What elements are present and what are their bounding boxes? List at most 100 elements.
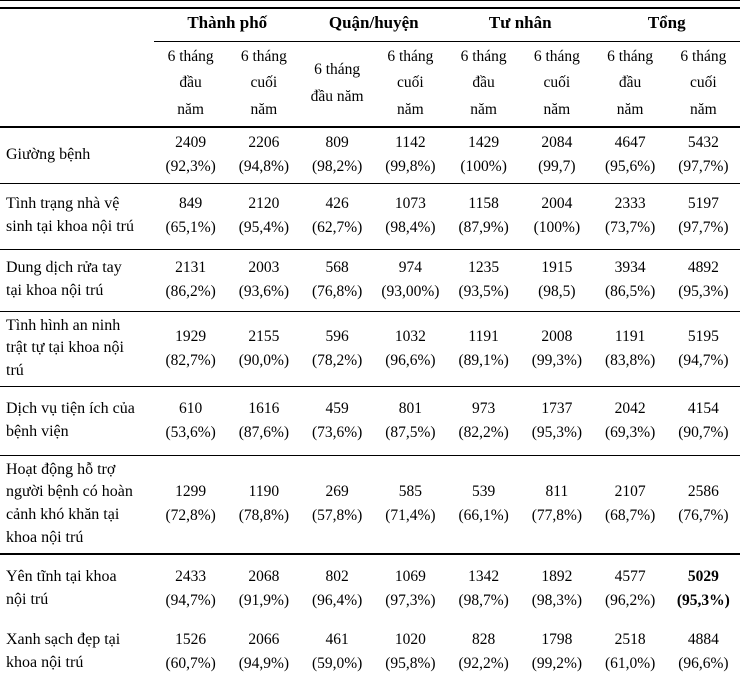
cell-count: 4884 bbox=[687, 630, 719, 648]
data-table: Thành phố Quận/huyện Tư nhân Tổng 6 thán… bbox=[0, 7, 740, 673]
cell-count: 568 bbox=[325, 259, 349, 276]
cell: 1235 (93,5%) bbox=[447, 249, 521, 312]
cell: 2004 (100%) bbox=[520, 183, 594, 250]
cell-count: 5029 bbox=[687, 568, 719, 586]
cell: 1158 (87,9%) bbox=[447, 183, 521, 250]
cell: 459 (73,6%) bbox=[300, 386, 374, 456]
cell-count: 973 bbox=[472, 399, 496, 417]
cell-count: 1342 bbox=[468, 568, 500, 586]
cell-count: 3934 bbox=[614, 259, 646, 276]
cell-count: 539 bbox=[472, 483, 496, 501]
cell: 2206 (94,8%) bbox=[227, 127, 301, 184]
cell-percent: (82,7%) bbox=[165, 351, 216, 369]
table-row: Dung dịch rửa tay tại khoa nội trú 2131 (… bbox=[0, 249, 740, 312]
cell: 3934 (86,5%) bbox=[593, 249, 667, 312]
cell-count: 809 bbox=[325, 134, 349, 152]
cell-count: 5197 bbox=[687, 195, 719, 212]
cell-count: 426 bbox=[325, 195, 349, 212]
cell-percent: (92,3%) bbox=[165, 158, 216, 176]
sub-header-row: 6 tháng đầu năm 6 tháng cuối năm 6 tháng… bbox=[0, 41, 740, 128]
cell-count: 2120 bbox=[248, 195, 280, 212]
cell: 2518 (61,0%) bbox=[594, 624, 667, 673]
table-row: Yên tĩnh tại khoa nội trú 2433 (94,7%) 20… bbox=[0, 554, 740, 624]
cell-percent: (66,1%) bbox=[458, 507, 509, 525]
cell-percent: (95,6%) bbox=[604, 158, 656, 176]
cell-count: 2042 bbox=[614, 399, 646, 417]
cell-count: 2107 bbox=[614, 483, 646, 501]
cell-percent: (95,8%) bbox=[385, 654, 436, 672]
cell: 1069 (97,3%) bbox=[374, 554, 447, 624]
sub-header: 6 tháng đầu năm bbox=[593, 41, 667, 128]
cell: 568 (76,8%) bbox=[300, 249, 374, 312]
cell-percent: (98,5) bbox=[538, 283, 576, 300]
cell-count: 4892 bbox=[687, 259, 719, 276]
table-row: Giường bệnh 2409 (92,3%) 2206 (94,8%) 809 (… bbox=[0, 127, 740, 184]
cell-count: 2004 bbox=[541, 195, 573, 212]
cell: 5432 (97,7%) bbox=[666, 127, 740, 184]
cell-count: 2155 bbox=[248, 327, 280, 345]
cell-percent: (94,7%) bbox=[678, 351, 729, 369]
cell-count: 1190 bbox=[248, 483, 280, 501]
cell-percent: (72,8%) bbox=[165, 507, 216, 525]
cell-count: 2206 bbox=[248, 134, 280, 152]
cell: 4577 (96,2%) bbox=[594, 554, 667, 624]
cell-percent: (86,5%) bbox=[604, 283, 656, 300]
cell-count: 828 bbox=[472, 630, 496, 648]
cell-count: 1915 bbox=[541, 259, 573, 276]
cell-count: 2084 bbox=[541, 134, 573, 152]
cell-count: 2333 bbox=[614, 195, 646, 212]
cell: 1073 (98,4%) bbox=[373, 183, 447, 250]
row-label: Dung dịch rửa tay tại khoa nội trú bbox=[0, 249, 154, 312]
cell-count: 802 bbox=[325, 568, 349, 586]
cell: 1429 (100%) bbox=[447, 127, 521, 184]
cell-count: 1142 bbox=[395, 134, 426, 152]
cell-count: 2008 bbox=[541, 327, 573, 345]
cell-percent: (69,3%) bbox=[604, 423, 656, 441]
cell: 5195 (94,7%) bbox=[666, 311, 740, 387]
cell-percent: (97,3%) bbox=[385, 592, 436, 610]
cell-count: 1737 bbox=[541, 399, 573, 417]
cell-percent: (86,2%) bbox=[165, 283, 216, 300]
cell-percent: (96,6%) bbox=[678, 654, 729, 672]
corner-cell bbox=[0, 41, 154, 128]
cell-percent: (68,7%) bbox=[604, 507, 656, 525]
cell-percent: (73,7%) bbox=[604, 219, 656, 236]
cell: 1342 (98,7%) bbox=[447, 554, 520, 624]
cell-percent: (87,5%) bbox=[385, 423, 436, 441]
cell-percent: (96,4%) bbox=[311, 592, 363, 610]
cell-percent: (92,2%) bbox=[458, 654, 509, 672]
cell-percent: (90,7%) bbox=[678, 423, 729, 441]
row-label: Xanh sạch đẹp tại khoa nội trú bbox=[6, 630, 121, 671]
cell: 4154 (90,7%) bbox=[666, 386, 740, 456]
cell-count: 4647 bbox=[614, 134, 646, 152]
cell-percent: (95,3%) bbox=[676, 592, 730, 610]
cell: 1299 (72,8%) bbox=[154, 455, 228, 555]
cell-percent: (99,7) bbox=[538, 158, 576, 176]
cell: 1929 (82,7%) bbox=[154, 311, 228, 387]
cell-percent: (100%) bbox=[533, 219, 581, 236]
cell-count: 1191 bbox=[468, 327, 499, 345]
group-header-tong: Tổng bbox=[593, 8, 740, 42]
cell-count: 974 bbox=[398, 259, 422, 276]
row-label: Giường bệnh bbox=[0, 127, 154, 184]
cell-count: 5195 bbox=[687, 327, 719, 345]
sub-header: 6 tháng cuối năm bbox=[373, 41, 447, 128]
cell: 269 (57,8%) bbox=[300, 455, 374, 555]
group-header-quan-huyen: Quận/huyện bbox=[300, 8, 447, 42]
cell-percent: (57,8%) bbox=[311, 507, 363, 525]
cell-percent: (95,3%) bbox=[678, 283, 729, 300]
group-header-tu-nhan: Tư nhân bbox=[447, 8, 594, 42]
cell: 4884 (96,6%) bbox=[667, 624, 740, 673]
cell-percent: (96,2%) bbox=[604, 592, 656, 610]
cell: 2333 (73,7%) bbox=[593, 183, 667, 250]
cell: 426 (62,7%) bbox=[300, 183, 374, 250]
cell-count: 1526 bbox=[175, 630, 207, 648]
cell-count: 2068 bbox=[248, 568, 280, 586]
cell-percent: (96,6%) bbox=[385, 351, 436, 369]
cell-count: 1073 bbox=[394, 195, 426, 212]
cell-count: 1158 bbox=[468, 195, 499, 212]
cell: 1915 (98,5) bbox=[520, 249, 594, 312]
cell: 2120 (95,4%) bbox=[227, 183, 301, 250]
cell-percent: (83,8%) bbox=[604, 351, 656, 369]
cell: 4892 (95,3%) bbox=[666, 249, 740, 312]
